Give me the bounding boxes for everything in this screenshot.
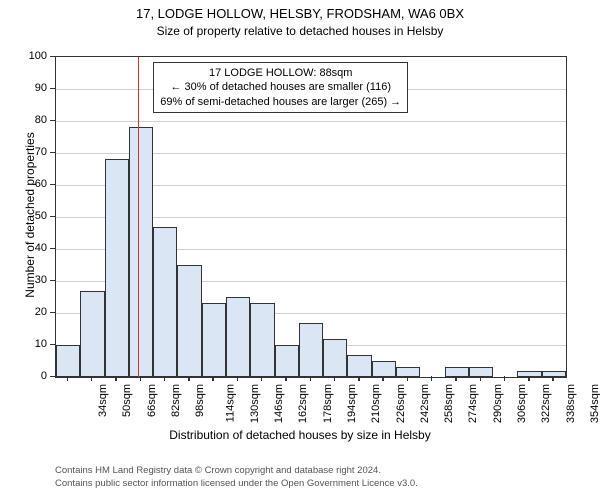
histogram-bar	[372, 361, 396, 377]
xtick-label: 50sqm	[121, 384, 133, 417]
ytick-mark	[50, 120, 55, 122]
xtick-label: 354sqm	[589, 384, 600, 423]
xtick-mark	[480, 376, 482, 381]
xtick-label: 274sqm	[468, 384, 480, 423]
xtick-label: 306sqm	[516, 384, 528, 423]
histogram-bar	[250, 303, 274, 377]
xtick-mark	[358, 376, 360, 381]
xtick-mark	[212, 376, 214, 381]
gridline	[56, 121, 566, 122]
xtick-mark	[140, 376, 142, 381]
xtick-label: 178sqm	[322, 384, 334, 423]
ytick-mark	[50, 216, 55, 218]
ytick-label: 80	[17, 114, 47, 126]
ytick-label: 0	[17, 370, 47, 382]
histogram-bar	[299, 323, 323, 377]
histogram-bar	[347, 355, 371, 377]
xtick-label: 82sqm	[170, 384, 182, 417]
xtick-mark	[237, 376, 239, 381]
xtick-label: 242sqm	[419, 384, 431, 423]
xtick-mark	[407, 376, 409, 381]
xtick-mark	[334, 376, 336, 381]
histogram-bar	[517, 371, 541, 377]
ytick-mark	[50, 344, 55, 346]
histogram-bar	[445, 367, 469, 377]
xtick-mark	[310, 376, 312, 381]
xtick-mark	[261, 376, 263, 381]
chart-title-2: Size of property relative to detached ho…	[0, 24, 600, 38]
xtick-mark	[67, 376, 69, 381]
xtick-mark	[382, 376, 384, 381]
ytick-mark	[50, 56, 55, 58]
xtick-mark	[431, 376, 433, 381]
ytick-mark	[50, 88, 55, 90]
xtick-label: 130sqm	[249, 384, 261, 423]
xtick-label: 66sqm	[146, 384, 158, 417]
xtick-label: 194sqm	[346, 384, 358, 423]
ytick-mark	[50, 312, 55, 314]
xtick-label: 290sqm	[492, 384, 504, 423]
xtick-mark	[285, 376, 287, 381]
ytick-mark	[50, 376, 55, 378]
xtick-label: 258sqm	[443, 384, 455, 423]
xtick-mark	[188, 376, 190, 381]
chart-title-1: 17, LODGE HOLLOW, HELSBY, FRODSHAM, WA6 …	[0, 6, 600, 21]
histogram-bar	[153, 227, 177, 377]
histogram-bar	[56, 345, 80, 377]
ytick-mark	[50, 184, 55, 186]
ytick-label: 50	[17, 210, 47, 222]
xtick-mark	[164, 376, 166, 381]
ytick-label: 90	[17, 82, 47, 94]
annotation-box: 17 LODGE HOLLOW: 88sqm ← 30% of detached…	[153, 62, 408, 113]
ytick-mark	[50, 248, 55, 250]
ytick-label: 10	[17, 338, 47, 350]
histogram-bar	[129, 127, 153, 377]
ytick-mark	[50, 280, 55, 282]
ytick-mark	[50, 152, 55, 154]
annotation-line1: 17 LODGE HOLLOW: 88sqm	[160, 66, 401, 80]
xtick-label: 322sqm	[540, 384, 552, 423]
reference-line	[138, 57, 140, 377]
chart-container: { "chart": { "type": "histogram", "title…	[0, 0, 600, 500]
ytick-label: 70	[17, 146, 47, 158]
histogram-bar	[542, 371, 566, 377]
ytick-label: 100	[17, 50, 47, 62]
x-axis-label: Distribution of detached houses by size …	[0, 428, 600, 442]
ytick-label: 30	[17, 274, 47, 286]
xtick-label: 338sqm	[565, 384, 577, 423]
xtick-mark	[115, 376, 117, 381]
footer-line1: Contains HM Land Registry data © Crown c…	[55, 465, 418, 477]
footer-text: Contains HM Land Registry data © Crown c…	[55, 465, 418, 490]
footer-line2: Contains public sector information licen…	[55, 478, 418, 490]
histogram-bar	[226, 297, 250, 377]
histogram-bar	[177, 265, 201, 377]
xtick-label: 226sqm	[395, 384, 407, 423]
xtick-mark	[91, 376, 93, 381]
xtick-label: 210sqm	[370, 384, 382, 423]
ytick-label: 60	[17, 178, 47, 190]
xtick-label: 114sqm	[224, 384, 236, 422]
histogram-bar	[105, 159, 129, 377]
xtick-label: 34sqm	[97, 384, 109, 417]
ytick-label: 20	[17, 306, 47, 318]
ytick-label: 40	[17, 242, 47, 254]
xtick-label: 162sqm	[298, 384, 310, 423]
xtick-mark	[504, 376, 506, 381]
xtick-mark	[528, 376, 530, 381]
xtick-mark	[552, 376, 554, 381]
xtick-label: 98sqm	[194, 384, 206, 417]
xtick-label: 146sqm	[273, 384, 285, 423]
annotation-line3: 69% of semi-detached houses are larger (…	[160, 95, 401, 109]
histogram-bar	[323, 339, 347, 377]
histogram-bar	[80, 291, 104, 377]
histogram-bar	[275, 345, 299, 377]
xtick-mark	[455, 376, 457, 381]
histogram-bar	[396, 367, 420, 377]
histogram-bar	[202, 303, 226, 377]
annotation-line2: ← 30% of detached houses are smaller (11…	[160, 80, 401, 94]
